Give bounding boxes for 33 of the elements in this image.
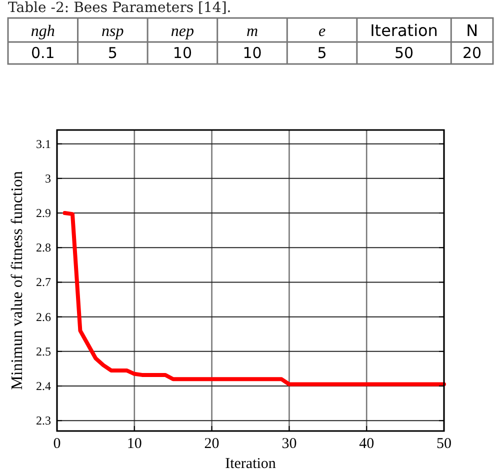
y-tick-label: 2.9 (36, 206, 51, 220)
x-tick-label: 40 (359, 436, 374, 452)
y-tick-label: 2.8 (36, 240, 51, 255)
y-axis-title: Minimun value of fitness function (9, 171, 26, 390)
data-label: 10 (242, 44, 262, 62)
x-axis-title: Iteration (225, 456, 276, 470)
text: Table -2: Bees Parameters [14]. (8, 0, 232, 16)
x-tick-label: 50 (436, 436, 452, 452)
x-tick-label: 10 (126, 436, 142, 452)
data-label: 5 (108, 44, 118, 62)
data-label: 0.1 (30, 44, 55, 62)
category-label: e (318, 23, 326, 40)
y-tick-label: 3 (45, 171, 51, 186)
category-label: nep (170, 23, 194, 40)
y-tick-label: 2.4 (36, 379, 51, 394)
x-tick-label: 0 (53, 436, 61, 452)
x-tick-label: 20 (204, 436, 220, 452)
y-tick-label: 2.6 (36, 310, 51, 324)
data-label: 5 (317, 44, 327, 62)
data-label: 20 (462, 44, 482, 62)
x-tick-label: 30 (282, 436, 297, 452)
data-label: 50 (394, 44, 414, 62)
data-label: 10 (172, 44, 192, 62)
y-tick-label: 3.1 (36, 136, 51, 151)
category-label: Iteration (370, 21, 438, 40)
y-tick-label: 2.3 (36, 414, 51, 428)
y-tick-label: 2.5 (36, 344, 51, 358)
category-label: nsp (102, 23, 124, 40)
y-tick-label: 2.7 (36, 275, 51, 290)
category-label: N (466, 21, 478, 40)
category-label: m (246, 23, 258, 40)
category-label: ngh (30, 23, 55, 40)
line-series (62, 211, 446, 386)
